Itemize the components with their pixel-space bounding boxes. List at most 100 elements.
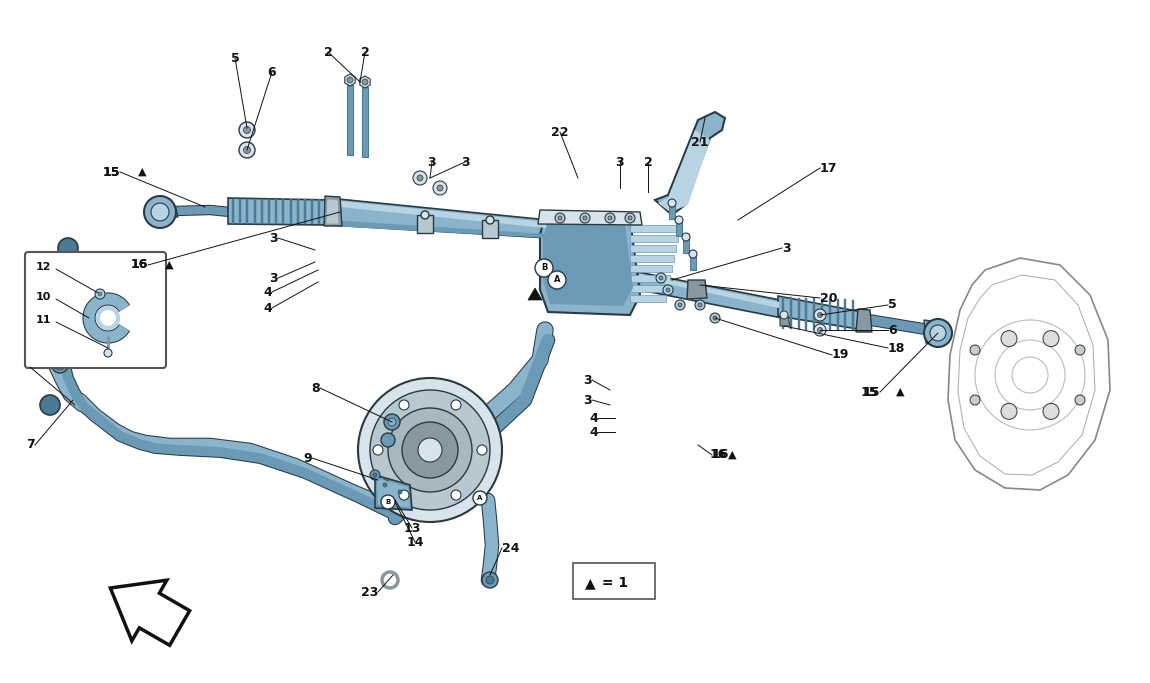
Polygon shape <box>683 236 689 253</box>
Polygon shape <box>630 285 668 292</box>
Circle shape <box>394 487 405 497</box>
Polygon shape <box>630 235 678 242</box>
FancyBboxPatch shape <box>25 252 166 368</box>
Text: 10: 10 <box>36 292 51 302</box>
Polygon shape <box>780 315 790 326</box>
Text: 3: 3 <box>269 232 278 245</box>
Polygon shape <box>330 220 546 238</box>
Text: 12: 12 <box>36 262 51 272</box>
Polygon shape <box>268 199 270 224</box>
Circle shape <box>1075 345 1084 355</box>
Text: 9: 9 <box>304 451 312 464</box>
Circle shape <box>814 324 826 336</box>
Circle shape <box>659 276 664 280</box>
Circle shape <box>482 572 498 588</box>
Polygon shape <box>360 76 370 88</box>
Circle shape <box>558 216 562 220</box>
Circle shape <box>370 470 380 480</box>
Text: ▲: ▲ <box>164 260 174 270</box>
Text: 3: 3 <box>583 374 592 387</box>
Text: 16: 16 <box>712 449 729 462</box>
Circle shape <box>1043 331 1059 347</box>
Circle shape <box>49 280 60 290</box>
Circle shape <box>818 328 822 333</box>
Polygon shape <box>856 309 872 332</box>
Text: 11: 11 <box>36 315 51 325</box>
Circle shape <box>675 300 685 310</box>
Circle shape <box>451 400 461 410</box>
Circle shape <box>47 305 58 315</box>
Text: 6: 6 <box>268 66 276 79</box>
Polygon shape <box>228 198 332 225</box>
Polygon shape <box>790 297 792 329</box>
Polygon shape <box>630 255 674 262</box>
Polygon shape <box>690 253 696 270</box>
Circle shape <box>969 345 980 355</box>
Text: 15: 15 <box>102 165 120 178</box>
Text: 4: 4 <box>589 411 598 425</box>
Circle shape <box>451 490 461 500</box>
Text: 5: 5 <box>231 51 239 64</box>
Text: 2: 2 <box>323 46 332 59</box>
Text: 6: 6 <box>888 324 897 337</box>
Circle shape <box>583 216 586 220</box>
Circle shape <box>98 292 102 296</box>
Text: 20: 20 <box>820 292 837 305</box>
Polygon shape <box>345 74 355 86</box>
Polygon shape <box>658 130 710 212</box>
Polygon shape <box>687 280 707 299</box>
Circle shape <box>473 491 486 505</box>
Text: 16: 16 <box>131 258 148 272</box>
Polygon shape <box>283 199 284 224</box>
Circle shape <box>347 77 353 83</box>
Circle shape <box>384 414 400 430</box>
Circle shape <box>434 181 447 195</box>
Polygon shape <box>377 478 411 507</box>
Circle shape <box>1000 331 1017 347</box>
Text: 3: 3 <box>782 242 791 255</box>
Circle shape <box>413 171 427 185</box>
Circle shape <box>969 395 980 405</box>
Circle shape <box>399 400 409 410</box>
Polygon shape <box>324 196 342 226</box>
Circle shape <box>239 142 255 158</box>
Circle shape <box>388 418 396 426</box>
Text: 17: 17 <box>820 161 837 174</box>
Circle shape <box>1000 404 1017 419</box>
Circle shape <box>381 495 394 509</box>
Circle shape <box>362 79 368 85</box>
Circle shape <box>923 319 952 347</box>
Circle shape <box>49 335 60 345</box>
Polygon shape <box>782 297 784 329</box>
Polygon shape <box>948 258 1110 490</box>
Circle shape <box>239 122 255 138</box>
Circle shape <box>555 213 565 223</box>
Polygon shape <box>639 274 779 308</box>
Polygon shape <box>638 272 782 318</box>
Polygon shape <box>630 245 676 252</box>
Circle shape <box>399 490 409 500</box>
Circle shape <box>52 357 68 373</box>
Text: 3: 3 <box>461 156 469 169</box>
Circle shape <box>1075 395 1084 405</box>
Circle shape <box>656 273 666 283</box>
Circle shape <box>666 288 670 292</box>
Polygon shape <box>630 275 670 282</box>
Text: 15: 15 <box>862 385 880 398</box>
Circle shape <box>373 445 383 455</box>
Circle shape <box>608 216 612 220</box>
Text: 7: 7 <box>26 438 34 451</box>
Polygon shape <box>275 199 277 224</box>
Circle shape <box>58 238 78 258</box>
Text: 21: 21 <box>691 135 708 148</box>
Circle shape <box>151 203 169 221</box>
Circle shape <box>380 480 390 490</box>
Circle shape <box>710 313 720 323</box>
Text: 4: 4 <box>263 301 273 314</box>
Polygon shape <box>160 205 178 218</box>
Polygon shape <box>239 199 242 224</box>
Text: 5: 5 <box>888 298 897 311</box>
Polygon shape <box>798 298 799 329</box>
Polygon shape <box>232 199 233 224</box>
Circle shape <box>689 250 697 258</box>
